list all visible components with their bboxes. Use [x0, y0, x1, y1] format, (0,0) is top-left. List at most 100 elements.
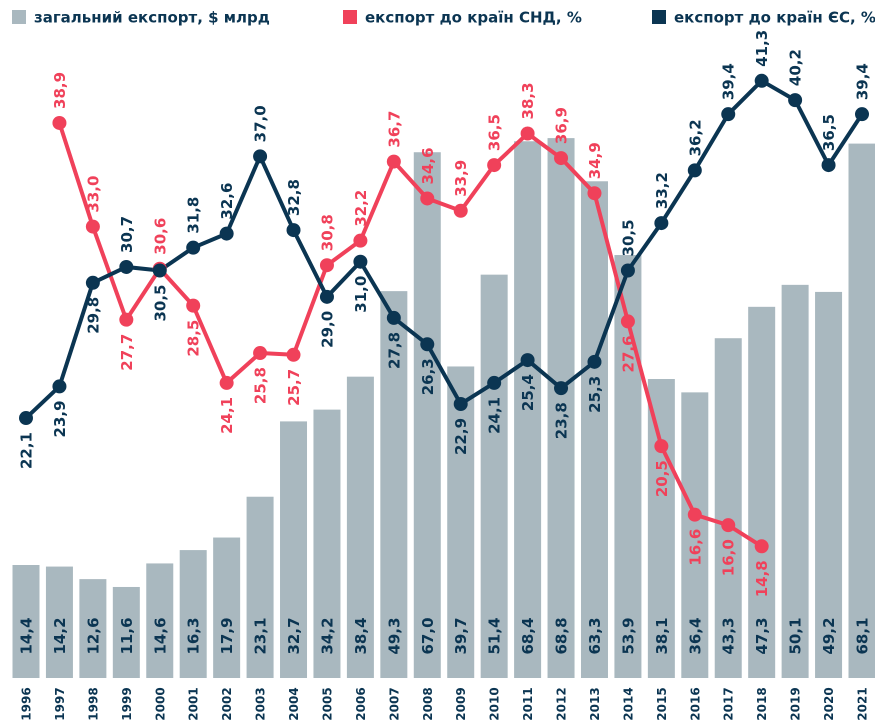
point: [52, 379, 67, 394]
point: [687, 507, 702, 522]
x-tick-label: 2019: [789, 687, 803, 720]
x-tick-label: 2013: [588, 687, 602, 720]
bar-label: 49,2: [820, 617, 838, 654]
x-tick-label: 2017: [722, 687, 736, 720]
point: [554, 151, 569, 166]
bar-label: 14,2: [51, 617, 69, 654]
point-label: 16,0: [720, 539, 738, 576]
point: [219, 226, 234, 241]
bar: [380, 291, 408, 678]
point: [119, 312, 134, 327]
point: [319, 289, 334, 304]
bar: [647, 379, 675, 678]
bar-label: 50,1: [787, 617, 805, 654]
bar-label: 63,3: [586, 617, 604, 654]
point: [821, 158, 836, 173]
line: [57, 122, 763, 548]
x-tick-label: 2009: [454, 687, 468, 720]
point-label: 31,8: [185, 197, 203, 234]
point-label: 30,5: [619, 219, 637, 256]
legend-swatch: [343, 10, 357, 24]
point: [52, 115, 67, 130]
point: [219, 375, 234, 390]
point-label: 24,1: [218, 397, 236, 434]
bar: [514, 141, 542, 678]
point: [186, 298, 201, 313]
point: [152, 263, 167, 278]
bar: [480, 274, 508, 678]
point-label: 36,5: [486, 114, 504, 151]
bar: [146, 563, 174, 678]
x-tick-label: 2003: [254, 687, 268, 720]
point-label: 29,8: [84, 297, 102, 334]
bar-label: 14,6: [151, 617, 169, 654]
point-label: 38,3: [519, 82, 537, 119]
point-label: 38,9: [51, 72, 69, 109]
point: [654, 216, 669, 231]
x-tick-label: 2002: [220, 687, 234, 720]
bar: [681, 392, 709, 678]
bar: [79, 579, 107, 678]
point: [855, 107, 869, 122]
point-label: 34,9: [586, 142, 604, 179]
legend-swatch: [12, 10, 26, 24]
point: [386, 310, 401, 325]
point: [453, 396, 468, 411]
bar: [12, 565, 40, 678]
point: [620, 314, 635, 329]
x-tick-label: 2010: [488, 687, 502, 720]
bar-label: 12,6: [84, 617, 102, 654]
bar: [346, 376, 374, 678]
point-label: 27,8: [385, 332, 403, 369]
point-label: 32,2: [352, 190, 370, 227]
point: [487, 375, 502, 390]
point-label: 31,0: [352, 276, 370, 313]
legend-label: загальний експорт, $ млрд: [34, 9, 270, 27]
bar: [179, 550, 207, 678]
point-label: 25,8: [252, 367, 270, 404]
point-label: 30,6: [151, 218, 169, 255]
point-label: 14,8: [753, 560, 771, 597]
x-tick-label: 1997: [53, 687, 67, 720]
x-tick-label: 2006: [354, 687, 368, 720]
x-tick-label: 2011: [521, 687, 535, 720]
point-label: 24,1: [486, 397, 504, 434]
point-label: 33,2: [653, 172, 671, 209]
x-tick-label: 2014: [621, 687, 635, 720]
point-label: 25,3: [586, 376, 604, 413]
x-tick-label: 2000: [153, 687, 167, 720]
point: [386, 154, 401, 169]
point-label: 36,7: [385, 111, 403, 148]
bar-label: 39,7: [452, 617, 470, 654]
point-label: 23,8: [553, 402, 571, 439]
point: [353, 233, 368, 248]
bar: [112, 586, 140, 678]
point-label: 41,3: [753, 30, 771, 67]
point-label: 36,5: [820, 114, 838, 151]
bar-label: 51,4: [486, 617, 504, 654]
bar-label: 16,3: [185, 617, 203, 654]
point-label: 40,2: [787, 49, 805, 86]
point: [453, 203, 468, 218]
point-label: 30,5: [151, 284, 169, 321]
bar-label: 49,3: [385, 617, 403, 654]
point-label: 26,3: [419, 358, 437, 395]
bar-label: 67,0: [419, 617, 437, 654]
point-label: 33,0: [84, 176, 102, 213]
bar: [413, 152, 441, 679]
point: [286, 223, 301, 238]
point: [754, 539, 769, 554]
point-label: 16,6: [686, 529, 704, 566]
point: [687, 163, 702, 178]
point: [253, 346, 268, 361]
bar: [714, 338, 742, 678]
bar: [447, 366, 475, 678]
bar-label: 68,4: [519, 617, 537, 654]
point: [487, 158, 502, 173]
point-label: 30,7: [118, 216, 136, 253]
point: [319, 258, 334, 273]
point: [654, 439, 669, 454]
x-tick-label: 2008: [421, 687, 435, 720]
bar: [246, 496, 274, 678]
point: [353, 254, 368, 269]
